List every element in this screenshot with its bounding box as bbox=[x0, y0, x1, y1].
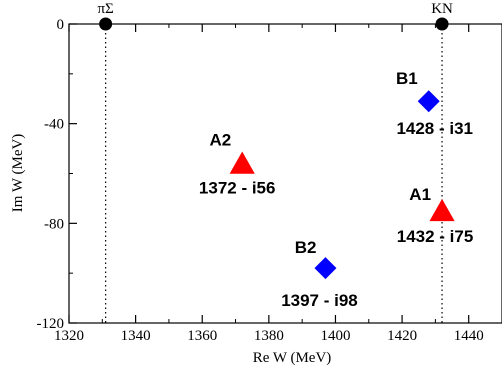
x-tick-label: 1400 bbox=[320, 328, 350, 344]
diamond-marker bbox=[417, 90, 440, 113]
y-axis-title: Im W (MeV) bbox=[10, 134, 26, 213]
pole-name-label: A1 bbox=[409, 185, 431, 204]
x-tick-label: 1420 bbox=[387, 328, 417, 344]
pole-value-label: 1372 - i56 bbox=[199, 179, 276, 198]
x-tick-label: 1320 bbox=[54, 328, 84, 344]
x-tick-label: 1440 bbox=[454, 328, 484, 344]
y-axis-ticks: 0 -40 -80 -120 bbox=[37, 17, 77, 332]
threshold-dot bbox=[435, 17, 449, 31]
x-axis-ticks: 1320 1340 1360 1380 1400 1420 1440 bbox=[54, 24, 484, 344]
x-tick-label: 1340 bbox=[121, 328, 151, 344]
x-axis-title: Re W (MeV) bbox=[253, 350, 332, 366]
pole-name-label: B2 bbox=[295, 238, 317, 257]
pole-markers: B1 1428 - i31 A2 1372 - i56 A1 1432 - i75 B2 13… bbox=[199, 69, 473, 310]
y-tick-label: -40 bbox=[44, 117, 64, 133]
plot-frame bbox=[68, 23, 502, 324]
threshold-dot bbox=[99, 17, 113, 31]
pole-value-label: 1397 - i98 bbox=[281, 291, 358, 310]
y-tick-label: 0 bbox=[57, 17, 65, 33]
threshold-lines: πΣ KN bbox=[97, 1, 453, 323]
pole-value-label: 1428 - i31 bbox=[396, 119, 473, 138]
y-tick-label: -120 bbox=[37, 316, 65, 332]
y-tick-label: -80 bbox=[44, 216, 64, 232]
threshold-label: πΣ bbox=[97, 1, 113, 17]
x-tick-label: 1360 bbox=[187, 328, 217, 344]
pole-name-label: B1 bbox=[396, 69, 418, 88]
pole-name-label: A2 bbox=[209, 131, 231, 150]
threshold-label: KN bbox=[431, 1, 453, 17]
triangle-marker bbox=[429, 198, 455, 222]
x-tick-label: 1380 bbox=[254, 328, 284, 344]
diamond-marker bbox=[314, 257, 337, 280]
triangle-marker bbox=[229, 151, 255, 174]
pole-value-label: 1432 - i75 bbox=[397, 227, 474, 246]
